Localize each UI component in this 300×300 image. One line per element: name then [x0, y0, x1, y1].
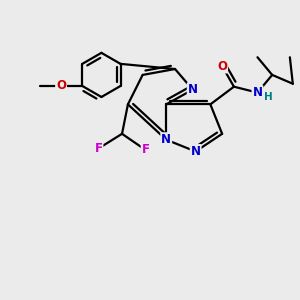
- Text: H: H: [264, 92, 273, 102]
- Text: O: O: [56, 80, 66, 92]
- Text: N: N: [188, 83, 198, 96]
- Text: F: F: [94, 142, 103, 155]
- Text: N: N: [190, 145, 201, 158]
- Text: O: O: [217, 60, 227, 73]
- Text: N: N: [253, 86, 262, 99]
- Text: N: N: [161, 133, 171, 146]
- Text: F: F: [142, 143, 150, 157]
